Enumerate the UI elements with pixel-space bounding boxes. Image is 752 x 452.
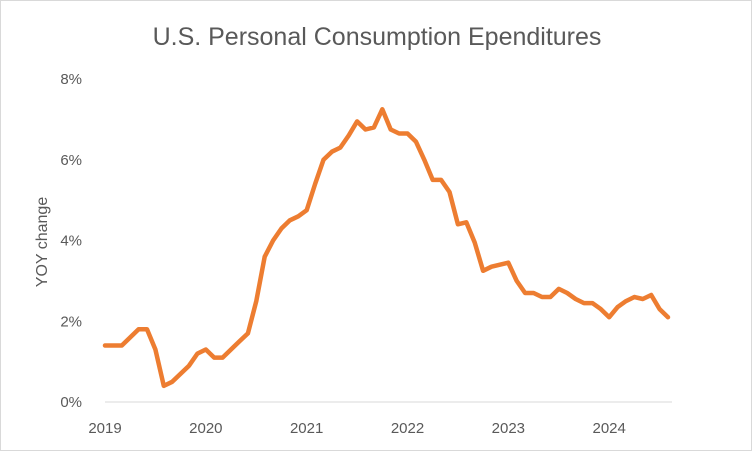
x-tick-label: 2020 — [189, 420, 222, 437]
y-tick-label: 0% — [60, 394, 82, 411]
y-tick-label: 8% — [60, 71, 82, 88]
x-tick-label: 2024 — [592, 420, 625, 437]
x-tick-label: 2023 — [492, 420, 525, 437]
x-tick-label: 2021 — [290, 420, 323, 437]
y-tick-label: 4% — [60, 233, 82, 250]
x-tick-label: 2022 — [391, 420, 424, 437]
series-line — [105, 109, 668, 386]
y-tick-label: 6% — [60, 152, 82, 169]
y-tick-label: 2% — [60, 313, 82, 330]
x-tick-label: 2019 — [88, 420, 121, 437]
